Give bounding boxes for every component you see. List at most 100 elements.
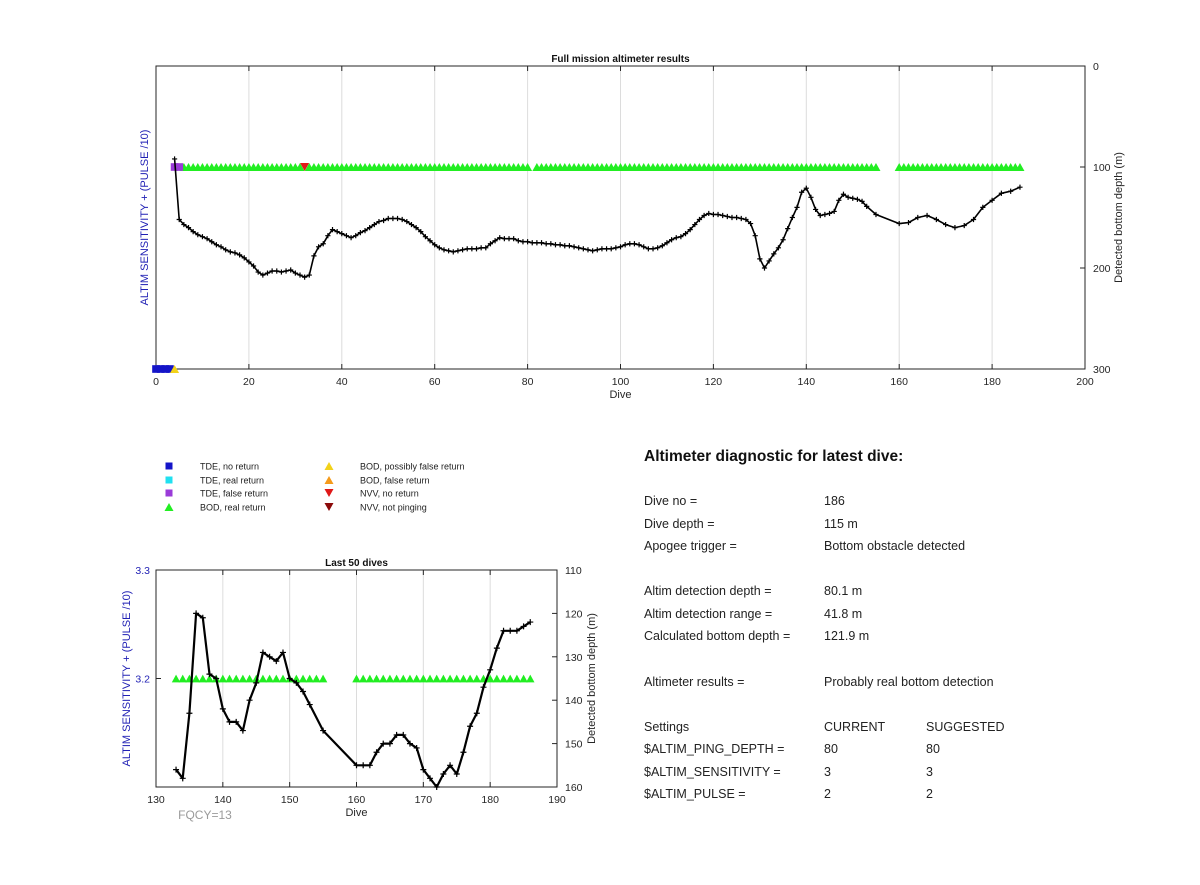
depth-point [789,214,795,221]
marker-triangle-up [312,674,321,683]
sensitivity-label: $ALTIM_SENSITIVITY = [644,765,781,779]
current-header: CURRENT [824,720,886,734]
legend-square-icon [165,476,173,484]
depth-point [473,710,480,717]
marker-triangle-up [205,674,214,683]
depth-point [320,241,326,247]
depth-point [264,270,271,276]
depth-point [840,191,847,197]
apogee-trigger-value: Bottom obstacle detected [824,539,966,553]
y-right-tick-label: 100 [1093,162,1111,174]
y-right-tick-label: 200 [1093,263,1111,275]
depth-point [213,242,219,248]
altimeter-results-label: Altimeter results = [644,675,745,689]
x-tick-label: 160 [348,794,366,806]
x-tick-label: 180 [481,794,499,806]
marker-triangle-up [305,674,314,683]
depth-point [511,236,517,242]
marker-triangle-up [298,674,308,683]
marker-triangle-down [300,162,310,172]
suggested-header: SUGGESTED [926,720,1005,734]
depth-point [529,240,535,246]
depth-point [292,270,298,276]
depth-point [627,241,633,247]
marker-triangle-up [412,674,421,683]
depth-point [385,215,391,222]
depth-point [743,216,749,223]
y-right-tick-label: 130 [565,652,583,664]
y-right-tick-label: 120 [565,608,583,620]
marker-triangle-up [272,674,281,683]
depth-point [274,268,280,274]
x-tick-label: 20 [243,376,255,388]
depth-point [873,211,879,218]
depth-point [506,236,512,242]
depth-point [250,263,257,269]
depth-point [650,246,656,252]
depth-point [325,233,331,239]
ping-depth-suggested: 80 [926,742,940,756]
pulse-current: 2 [824,787,831,801]
legend-label: TDE, no return [200,462,259,472]
depth-point [237,252,243,258]
depth-point [622,242,628,248]
y-right-axis-label: Detected bottom depth (m) [1113,152,1125,283]
depth-point [641,244,647,250]
depth-point [594,247,600,253]
depth-point [186,710,193,717]
depth-point [432,242,438,248]
depth-point [738,215,744,222]
depth-point [617,244,624,250]
depth-point [590,248,596,254]
x-tick-label: 140 [214,794,232,806]
altim-detection-range-label: Altim detection range = [644,607,773,621]
depth-point [386,740,393,747]
depth-point [283,268,289,274]
depth-point [752,233,758,239]
depth-point [775,245,782,251]
depth-point [724,213,730,220]
depth-point [373,749,380,756]
depth-point [682,231,689,237]
depth-point [915,214,921,221]
depth-point [845,194,851,200]
legend-square-icon [165,462,173,470]
depth-point [483,245,489,251]
marker-triangle-up [505,674,515,683]
depth-point [905,219,912,226]
dive-no-label: Dive no = [644,494,698,508]
depth-point [817,212,823,219]
depth-point [747,220,754,227]
depth-point [487,241,494,247]
y-right-tick-label: 150 [565,739,583,751]
y-left-axis-label: ALTIM SENSITIVITY + (PULSE /10) [121,591,133,767]
depth-point [253,679,260,686]
depth-point [348,235,354,241]
depth-point [799,189,805,195]
marker-triangle-up [419,674,428,683]
marker-triangle-up [231,674,241,683]
depth-point [729,214,735,221]
x-tick-label: 60 [429,376,441,388]
marker-triangle-up [171,674,181,683]
ping-depth-label: $ALTIM_PING_DEPTH = [644,742,785,756]
marker-triangle-up [385,674,395,683]
depth-point [455,248,461,254]
marker-triangle-up [399,674,408,683]
legend-label: BOD, possibly false return [360,462,465,472]
legend-square-icon [165,489,173,497]
depth-point [362,228,368,234]
depth-point [478,245,484,251]
x-tick-label: 190 [548,794,566,806]
marker-triangle-up [492,674,502,683]
depth-point [467,723,474,730]
marker-triangle-up [519,674,528,683]
depth-point [761,265,768,271]
depth-point [989,197,995,203]
y-right-tick-label: 140 [565,695,583,707]
depth-point [543,241,549,247]
depth-point [706,210,712,217]
depth-point [924,212,930,219]
depth-point [239,727,246,734]
legend-label: TDE, false return [200,489,268,499]
